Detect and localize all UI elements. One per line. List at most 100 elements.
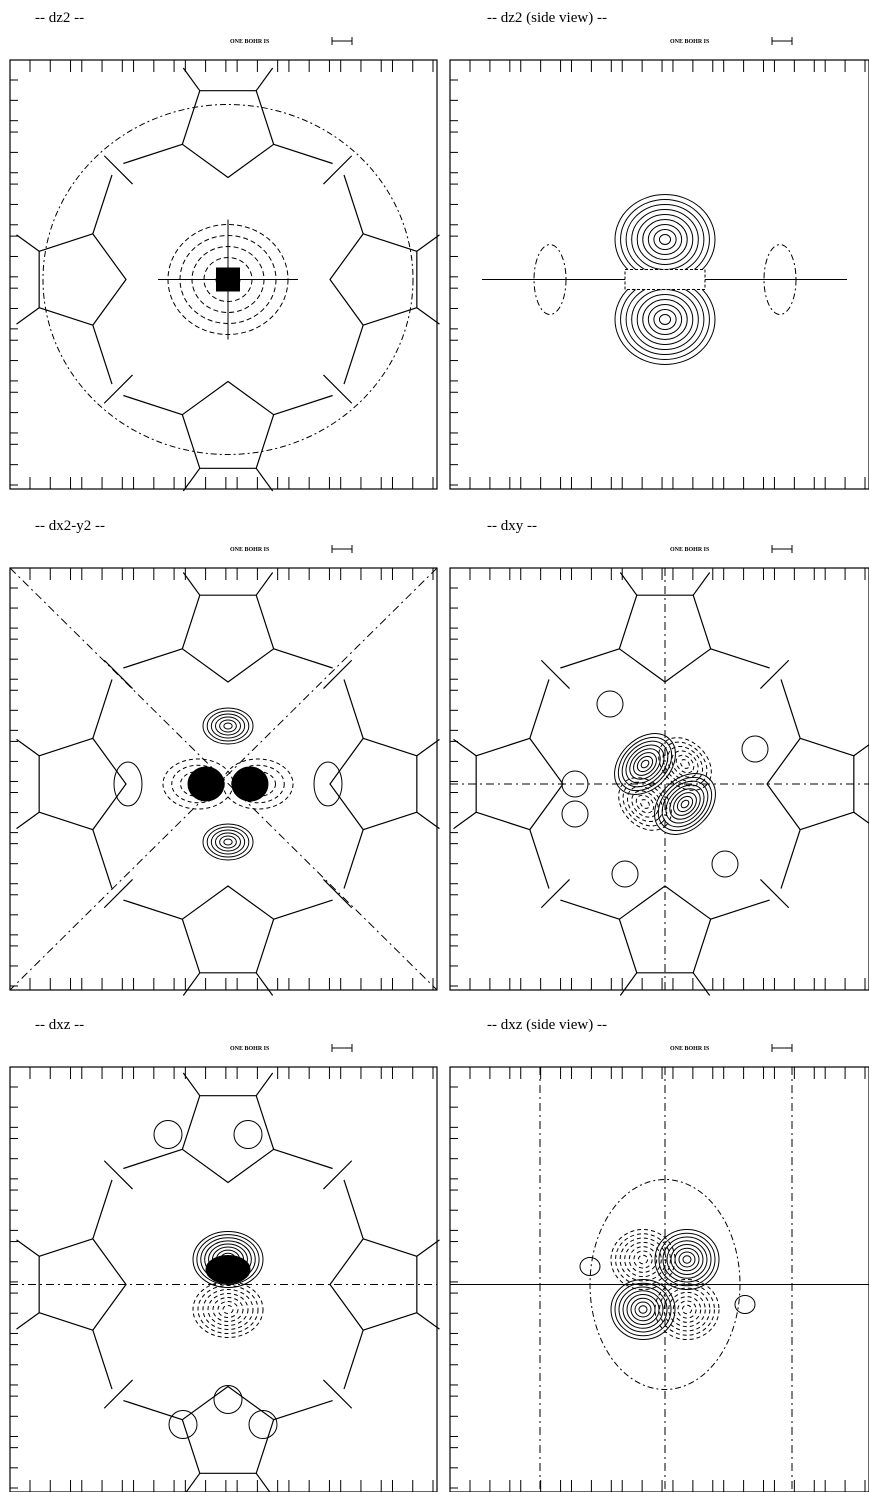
contour bbox=[682, 1305, 691, 1314]
contour-line bbox=[123, 396, 182, 415]
frame bbox=[450, 568, 869, 990]
contour bbox=[639, 1306, 647, 1314]
contour-line bbox=[323, 879, 351, 907]
contour-line bbox=[17, 235, 40, 251]
contour-line bbox=[274, 1401, 333, 1420]
contour-line bbox=[711, 649, 770, 668]
contour-line bbox=[323, 1161, 351, 1189]
contour bbox=[667, 746, 704, 783]
contour-line bbox=[17, 1240, 40, 1256]
contour-line bbox=[123, 900, 182, 919]
contour-line bbox=[123, 649, 182, 668]
panel: -- dxz -- ONE BOHR IS bbox=[10, 1017, 439, 1492]
skeleton bbox=[330, 738, 417, 829]
contour bbox=[639, 798, 651, 810]
contour-line bbox=[93, 679, 112, 738]
contour bbox=[638, 1255, 647, 1264]
contour bbox=[207, 711, 249, 741]
panel-title: -- dxz -- bbox=[35, 1017, 84, 1033]
skeleton bbox=[182, 886, 273, 973]
contour-line bbox=[693, 573, 709, 596]
contour-line bbox=[183, 1073, 199, 1096]
contour-line bbox=[274, 1149, 333, 1168]
contour bbox=[621, 280, 710, 360]
contour bbox=[218, 1302, 238, 1318]
contour-line bbox=[104, 1161, 132, 1189]
contour-line bbox=[417, 1313, 440, 1329]
contour bbox=[314, 762, 342, 806]
contour bbox=[683, 1256, 691, 1264]
contour bbox=[640, 759, 651, 770]
contour-line bbox=[123, 1149, 182, 1168]
contour-line bbox=[323, 1380, 351, 1408]
contour-line bbox=[17, 739, 40, 755]
contour bbox=[211, 830, 244, 854]
contour-line bbox=[256, 1073, 272, 1096]
contour-line bbox=[781, 830, 800, 889]
scale-label: ONE BOHR IS bbox=[670, 1046, 710, 1052]
contour-line bbox=[417, 308, 440, 324]
contour bbox=[597, 691, 623, 717]
contour bbox=[611, 1280, 675, 1340]
contour-line bbox=[256, 973, 272, 996]
panel-title: -- dxz (side view) -- bbox=[487, 1017, 607, 1033]
contour bbox=[224, 839, 232, 845]
contour bbox=[623, 1291, 663, 1329]
contour bbox=[634, 753, 655, 774]
contour bbox=[637, 215, 693, 265]
contour-line bbox=[323, 660, 351, 688]
contour bbox=[643, 220, 687, 260]
contour-line bbox=[560, 900, 619, 919]
contour bbox=[220, 836, 237, 848]
panel-title: -- dz2 -- bbox=[35, 10, 84, 26]
contour bbox=[712, 851, 738, 877]
contour-line bbox=[854, 812, 869, 828]
contour bbox=[679, 1252, 695, 1267]
contour bbox=[621, 200, 710, 280]
contour-line bbox=[17, 308, 40, 324]
contour bbox=[660, 1284, 715, 1335]
scale-label: ONE BOHR IS bbox=[230, 1046, 270, 1052]
contour bbox=[616, 1234, 671, 1285]
contour-line bbox=[183, 68, 199, 91]
contour bbox=[154, 1121, 182, 1149]
contour bbox=[742, 736, 768, 762]
contour-line bbox=[530, 830, 549, 889]
contour bbox=[679, 758, 691, 770]
contour bbox=[667, 1241, 707, 1279]
contour bbox=[198, 1286, 258, 1334]
contour bbox=[648, 767, 722, 841]
contour-line bbox=[17, 812, 40, 828]
panel-title: -- dx2-y2 -- bbox=[35, 518, 105, 534]
contour bbox=[659, 315, 670, 325]
contour-line bbox=[256, 68, 272, 91]
skeleton bbox=[39, 738, 126, 829]
contour bbox=[673, 752, 698, 777]
contour bbox=[249, 1411, 277, 1439]
skeleton bbox=[39, 234, 126, 325]
contour-line bbox=[274, 144, 333, 163]
scale-label: ONE BOHR IS bbox=[230, 547, 270, 553]
contour bbox=[211, 714, 244, 738]
contour-line bbox=[93, 1330, 112, 1389]
contour-line bbox=[417, 739, 440, 755]
contour bbox=[223, 1306, 233, 1314]
contour-line bbox=[530, 679, 549, 738]
contour bbox=[214, 1386, 242, 1414]
contour-line bbox=[454, 812, 477, 828]
contour bbox=[169, 1411, 197, 1439]
contour bbox=[634, 1251, 652, 1268]
contour-line bbox=[620, 573, 636, 596]
contour-line bbox=[274, 649, 333, 668]
contour-line bbox=[711, 900, 770, 919]
contour-line bbox=[93, 830, 112, 889]
contour bbox=[674, 793, 695, 814]
contour-line bbox=[693, 973, 709, 996]
contour-line bbox=[417, 235, 440, 251]
contour bbox=[635, 1302, 651, 1317]
skeleton bbox=[330, 234, 417, 325]
scale-label: ONE BOHR IS bbox=[670, 547, 710, 553]
contour-line bbox=[541, 660, 569, 688]
contour-line bbox=[123, 1401, 182, 1420]
skeleton bbox=[182, 1096, 273, 1183]
